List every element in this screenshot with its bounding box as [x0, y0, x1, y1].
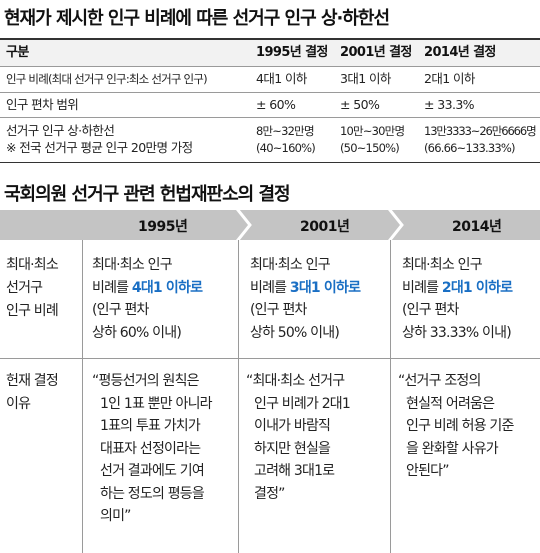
ratio-2001: 최대·최소 인구 비례를 3대1 이하로 (인구 편차 상하 50% 이내): [250, 257, 361, 341]
column-divider: [238, 240, 239, 553]
row-limit-note: ※ 전국 선거구 평균 인구 20만명 가정: [6, 140, 193, 155]
row-limit-2001-pct: (50~150%): [340, 141, 400, 155]
ratio-1995-highlight: 4대1 이하로: [131, 279, 203, 296]
divider: [0, 66, 540, 67]
row-deviation-2014: ± 33.3%: [424, 97, 475, 112]
timeline-arrows: [0, 210, 540, 240]
year-2001: 2001년: [300, 219, 350, 235]
year-1995: 1995년: [138, 219, 188, 235]
row-deviation-label: 인구 편차 범위: [6, 97, 79, 112]
divider: [0, 92, 540, 93]
reason-1995: “평등선거의 원칙은 1인 1표 뿐만 아니라 1표의 투표 가치가 대표자 선…: [92, 373, 213, 524]
row-ratio-2001: 3대1 이하: [340, 71, 391, 86]
header-2001: 2001년 결정: [340, 45, 412, 60]
divider: [0, 358, 540, 359]
row-deviation-2001: ± 50%: [340, 97, 380, 112]
reason-row-label: 헌재 결정 이유: [6, 373, 59, 412]
row-limit-label: 선거구 인구 상·하한선: [6, 123, 115, 138]
row-limit-1995-pct: (40~160%): [256, 141, 316, 155]
top-table-rule: [0, 38, 540, 40]
row-limit-1995: 8만~32만명: [256, 124, 315, 138]
reason-2014: “선거구 조정의 현실적 어려움은 인구 비례 허용 기준 을 완화할 사유가 …: [398, 373, 514, 479]
year-2014: 2014년: [452, 219, 502, 235]
header-1995: 1995년 결정: [256, 45, 328, 60]
top-table-bottom-rule: [0, 162, 540, 163]
reason-2001: “최대·최소 선거구 인구 비례가 2대1 이내가 바람직 하지만 현실을 고려…: [246, 373, 351, 502]
top-table-header-band: [0, 40, 540, 66]
top-table-title: 현재가 제시한 인구 비례에 따른 선거구 인구 상·하한선: [4, 8, 390, 29]
row-ratio-1995: 4대1 이하: [256, 71, 307, 86]
ratio-2001-highlight: 3대1 이하로: [289, 279, 361, 296]
header-category: 구분: [6, 45, 29, 60]
ratio-2014-highlight: 2대1 이하로: [441, 279, 513, 296]
row-limit-2014: 13만3333~26만6666명: [424, 124, 537, 138]
row-ratio-label: 인구 비례(최대 선거구 인구:최소 선거구 인구): [6, 72, 208, 86]
column-divider: [82, 240, 83, 553]
ratio-1995: 최대·최소 인구 비례를 4대1 이하로 (인구 편차 상하 60% 이내): [92, 257, 203, 341]
column-divider: [390, 240, 391, 553]
ratio-row-label: 최대·최소 선거구 인구 비례: [6, 257, 59, 319]
divider: [0, 117, 540, 118]
row-ratio-2014: 2대1 이하: [424, 71, 475, 86]
row-limit-2001: 10만~30만명: [340, 124, 405, 138]
ratio-2014: 최대·최소 인구 비례를 2대1 이하로 (인구 편차 상하 33.33% 이내…: [402, 257, 513, 341]
decisions-title: 국회의원 선거구 관련 헌법재판소의 결정: [4, 184, 291, 205]
header-2014: 2014년 결정: [424, 45, 496, 60]
row-deviation-1995: ± 60%: [256, 97, 296, 112]
row-limit-2014-pct: (66.66~133.33%): [424, 141, 516, 155]
